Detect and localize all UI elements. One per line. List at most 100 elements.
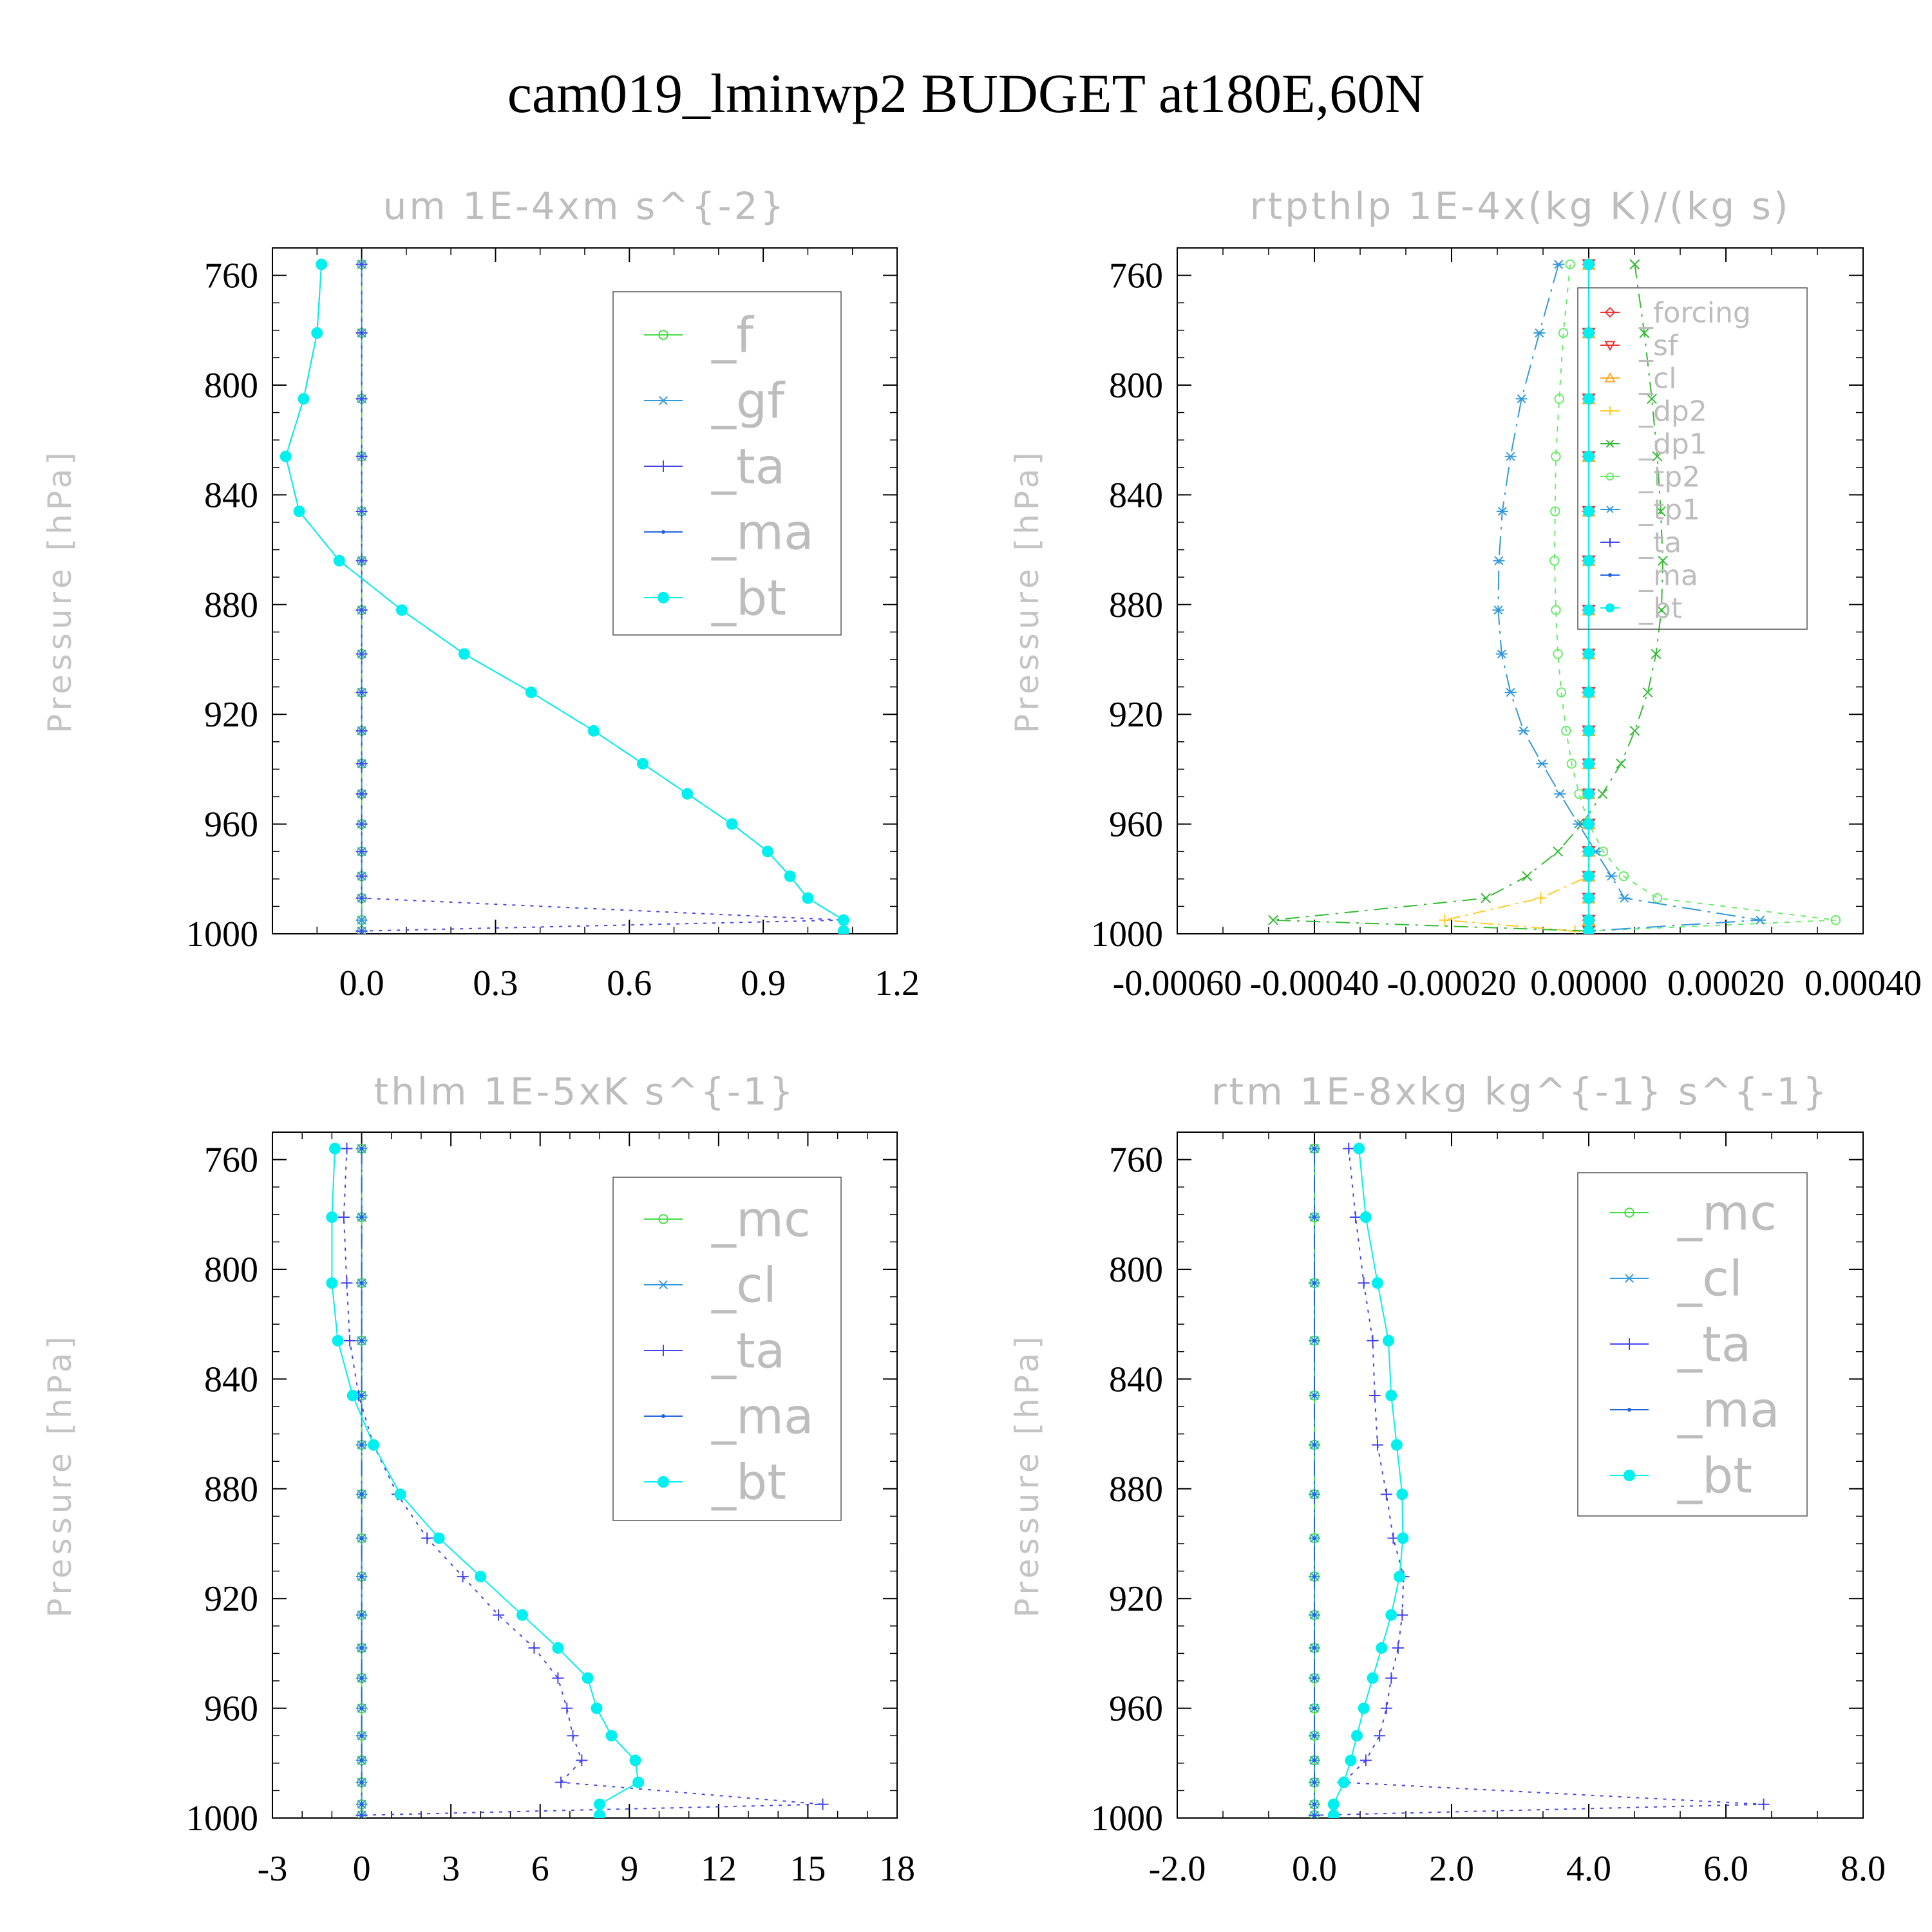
legend: _mc _cl _ta _ma _bt [612,1177,842,1521]
legend-box [612,1177,842,1521]
data-point [629,1754,641,1766]
legend-label: _dp1 [1638,428,1707,460]
panel-3: thlm 1E-5xK s^{-1} Pressure [hPa] 760 800 84… [41,1070,915,1889]
data-point [1439,914,1451,926]
data-point [1367,1672,1379,1684]
data-point [1385,1609,1397,1621]
x-tick-label: 0.00020 [1667,963,1785,1003]
y-tick-label: 800 [1109,1250,1163,1290]
data-point [355,258,368,270]
data-point [1327,1798,1340,1810]
legend-marker [1624,1470,1635,1481]
data-point [1583,846,1595,858]
series-line [1497,264,1761,932]
data-point [726,818,738,830]
series-bt [326,1142,645,1818]
data-point [1651,649,1662,659]
data-point [1551,451,1561,462]
series-ta [355,258,849,934]
legend-label: _ma [711,1388,814,1445]
data-point [355,870,368,882]
y-tick-label: 960 [1109,1689,1163,1729]
x-tick-label: 12 [701,1849,737,1889]
data-point [1583,757,1595,770]
series-tp1 [1492,260,1766,934]
data-point [1351,1730,1363,1742]
x-tick-label: 2.0 [1429,1849,1474,1889]
data-point [1618,893,1631,903]
figure-title: cam019_lminwp2 BUDGET at180E,60N [507,62,1425,124]
legend-label: _tp1 [1638,493,1700,526]
data-point [1374,1730,1386,1742]
legend-label: _bt [1677,1447,1752,1504]
data-point [1535,892,1547,904]
legend-marker [658,1345,669,1356]
x-tick-label: 8.0 [1841,1849,1886,1889]
data-point [1583,870,1595,882]
x-tick-label: -0.00020 [1387,963,1517,1003]
legend-marker [1604,341,1616,352]
data-point [1349,1211,1361,1224]
data-point [355,505,368,517]
data-point [1522,871,1533,882]
data-point [1553,649,1563,659]
y-tick-label: 760 [1109,1141,1163,1180]
data-point [1504,688,1517,697]
plot-area [279,258,849,934]
data-point [817,1798,829,1810]
legend-box [1577,287,1808,630]
legend-marker [658,395,669,406]
data-point [1583,687,1595,699]
panel-title: thlm 1E-5xK s^{-1} [374,1070,795,1113]
data-point [1504,451,1517,461]
data-point [1312,1393,1316,1397]
data-point [1558,328,1569,338]
x-tick-label: -2.0 [1149,1849,1206,1889]
data-point [359,1536,364,1540]
data-point [1345,1754,1357,1766]
panel-1: um 1E-4xm s^{-2} Pressure [hPa] 760 800 840 8… [41,184,920,1003]
data-point [762,846,774,858]
panel-title: rtm 1E-8xkg kg^{-1} s^{-1} [1211,1070,1830,1113]
legend-label: _ta [711,438,785,495]
data-point [1536,759,1548,768]
legend-label: _cl [1677,1250,1743,1307]
data-point [1496,506,1508,516]
data-point [359,1613,364,1617]
x-tick-label: 0.0 [339,963,384,1003]
y-tick-label: 840 [204,475,258,515]
legend-label: _mc [711,1191,811,1248]
data-point [359,1813,364,1817]
data-point [594,1809,606,1818]
data-point [316,258,328,270]
data-point [1312,1734,1316,1738]
data-point [1383,1334,1395,1347]
y-tick-label: 840 [1109,475,1163,515]
data-point [1312,1146,1316,1151]
data-point [681,788,694,800]
data-point [1397,1532,1409,1544]
data-point [576,1754,588,1766]
legend-marker [1605,439,1615,448]
data-point [355,892,368,904]
data-point [1583,648,1595,660]
data-point [359,1146,364,1151]
y-tick-label: 760 [204,1141,258,1180]
series-tp2 [1549,259,1841,934]
legend-marker [1604,372,1616,383]
x-tick-label: 6 [531,1849,549,1889]
data-point [1376,1642,1388,1654]
data-point [1583,914,1595,926]
data-point [1492,605,1504,615]
y-tick-label: 1000 [1091,914,1163,954]
data-point [326,1211,338,1224]
legend-label: _ma [711,504,814,561]
legend-marker [658,1280,669,1290]
legend-label: _cl [1638,362,1676,395]
data-point [594,1798,606,1810]
series-line [1444,264,1589,932]
data-point [1583,724,1595,737]
series-ta [1309,1142,1770,1818]
data-point [341,1277,353,1289]
